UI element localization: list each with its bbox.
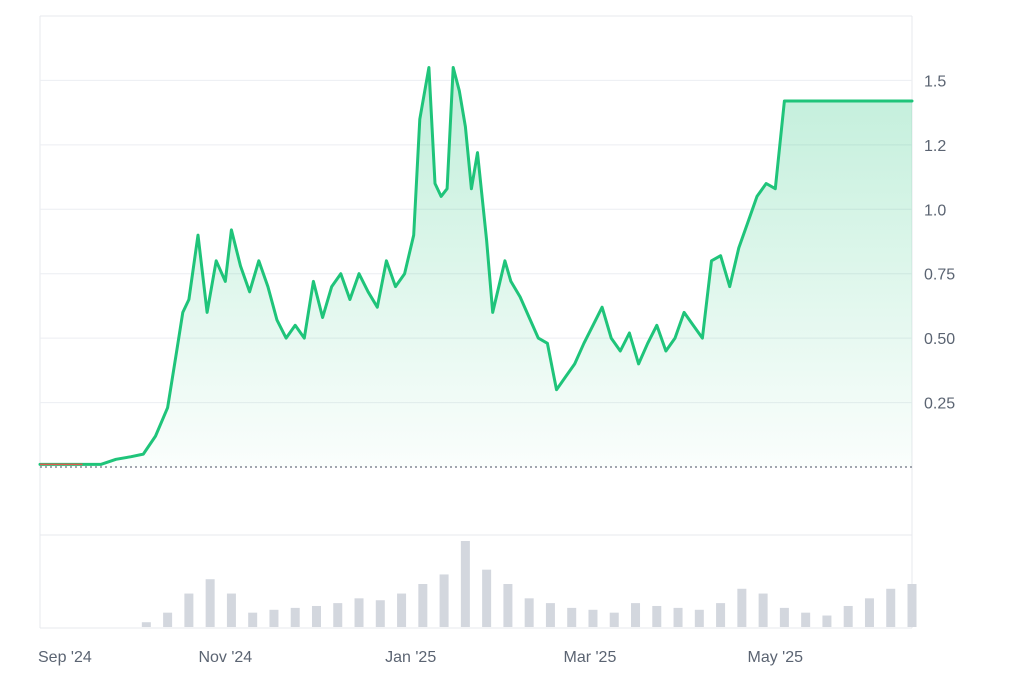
volume-bar xyxy=(141,622,151,627)
volume-bar xyxy=(758,593,768,627)
volume-bar xyxy=(482,569,492,627)
volume-bar xyxy=(333,603,343,627)
volume-bar xyxy=(418,584,428,627)
volume-bar xyxy=(631,603,641,627)
price-line xyxy=(38,66,914,466)
x-tick-label: Jan '25 xyxy=(385,649,436,666)
price-area-fill xyxy=(40,67,912,467)
volume-bars xyxy=(141,541,917,627)
volume-bar xyxy=(439,574,449,627)
volume-bar xyxy=(184,593,194,627)
volume-bar xyxy=(354,598,364,627)
volume-bar xyxy=(311,605,321,627)
volume-bar xyxy=(269,609,279,627)
volume-bar xyxy=(652,605,662,627)
y-tick-label: 0.75 xyxy=(924,267,955,284)
volume-bar xyxy=(694,609,704,627)
volume-bar xyxy=(907,584,917,627)
volume-bar xyxy=(163,612,173,627)
volume-bar xyxy=(205,579,215,627)
volume-bar xyxy=(886,588,896,627)
volume-bar xyxy=(226,593,236,627)
volume-bar xyxy=(290,607,300,627)
volume-bar xyxy=(503,584,513,627)
y-tick-label: 0.50 xyxy=(924,331,955,348)
volume-bar xyxy=(588,609,598,627)
price-line-path xyxy=(38,66,914,466)
volume-bar xyxy=(248,612,258,627)
x-tick-label: Sep '24 xyxy=(38,649,92,666)
volume-bar xyxy=(673,607,683,627)
y-tick-label: 1.5 xyxy=(924,73,946,90)
volume-bar xyxy=(375,600,385,627)
y-tick-label: 1.0 xyxy=(924,202,946,219)
volume-bar xyxy=(822,615,832,627)
volume-bar xyxy=(524,598,534,627)
x-tick-label: Nov '24 xyxy=(198,649,252,666)
volume-bar xyxy=(716,603,726,627)
volume-bar xyxy=(864,598,874,627)
x-axis: Sep '24 Nov '24 Jan '25 Mar '25 May '25 xyxy=(38,649,803,666)
price-area xyxy=(40,67,912,467)
y-axis: 0.25 0.50 0.75 1.0 1.2 1.5 xyxy=(924,73,955,412)
y-tick-label: 1.2 xyxy=(924,138,946,155)
x-tick-label: May '25 xyxy=(748,649,804,666)
volume-bar xyxy=(397,593,407,627)
x-tick-label: Mar '25 xyxy=(564,649,617,666)
volume-bar xyxy=(843,605,853,627)
volume-bar xyxy=(779,607,789,627)
volume-bar xyxy=(567,607,577,627)
volume-bar xyxy=(737,588,747,627)
volume-bar xyxy=(609,612,619,627)
y-tick-label: 0.25 xyxy=(924,396,955,413)
volume-bar xyxy=(545,603,555,627)
volume-bar xyxy=(801,612,811,627)
volume-bar xyxy=(460,541,470,627)
